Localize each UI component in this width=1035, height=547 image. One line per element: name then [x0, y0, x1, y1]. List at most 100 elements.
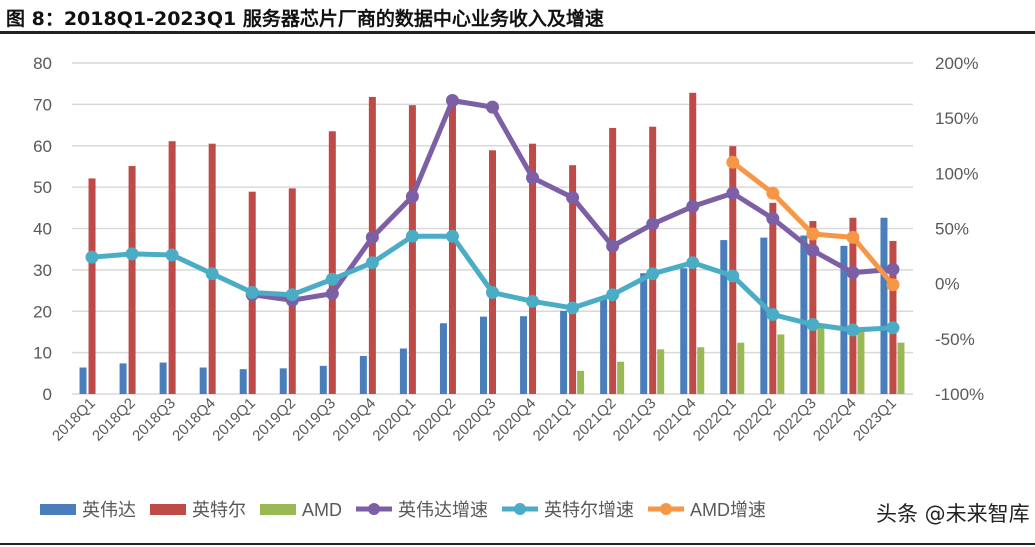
point-英特尔增速 [726, 269, 740, 283]
point-英伟达增速 [365, 230, 379, 244]
bar-英特尔 [448, 100, 456, 395]
x-tick-label: 2019Q4 [329, 395, 379, 445]
legend-swatch [40, 504, 76, 515]
x-tick-label: 2018Q4 [169, 395, 219, 445]
point-英特尔增速 [245, 285, 259, 299]
legend-swatch [260, 504, 296, 515]
bar-英伟达 [480, 316, 487, 394]
x-tick-label: 2021Q3 [610, 395, 660, 445]
point-英特尔增速 [165, 248, 179, 262]
x-tick-label: 2019Q1 [209, 395, 259, 445]
bar-英伟达 [279, 368, 287, 394]
point-英特尔增速 [205, 267, 219, 281]
point-AMD增速 [846, 230, 860, 244]
bar-英伟达 [319, 365, 327, 394]
x-tick-label: 2018Q1 [49, 395, 99, 445]
legend-label: AMD [302, 500, 342, 520]
point-英伟达增速 [606, 239, 620, 253]
y-right-tick-label: 150% [935, 109, 978, 128]
bar-英伟达 [800, 235, 808, 394]
bar-英特尔 [569, 165, 577, 394]
y-left-tick-label: 0 [43, 385, 52, 404]
point-AMD增速 [726, 155, 740, 169]
bottom-divider [0, 543, 1035, 545]
point-英特尔增速 [766, 308, 780, 322]
x-tick-label: 2021Q4 [650, 395, 700, 445]
x-tick-label: 2022Q2 [730, 395, 780, 445]
x-tick-label: 2019Q2 [249, 395, 299, 445]
bar-英伟达 [199, 367, 207, 394]
x-tick-label: 2020Q3 [450, 395, 500, 445]
point-AMD增速 [766, 186, 780, 200]
bar-英特尔 [649, 126, 657, 394]
bar-英伟达 [600, 299, 608, 394]
bar-英伟达 [760, 237, 768, 394]
bar-英伟达 [840, 245, 848, 394]
bar-英特尔 [168, 141, 176, 394]
bar-英特尔 [609, 127, 617, 395]
legend-label: 英伟达 [82, 500, 136, 520]
x-tick-label: 2020Q1 [369, 395, 419, 445]
point-英特尔增速 [325, 272, 339, 286]
y-right-tick-label: -50% [935, 330, 975, 349]
bar-英特尔 [889, 240, 897, 394]
point-英伟达增速 [646, 217, 660, 231]
x-tick-label: 2022Q3 [770, 395, 820, 445]
point-英特尔增速 [526, 294, 540, 308]
point-英特尔增速 [365, 256, 379, 270]
y-right-tick-label: 50% [935, 220, 969, 239]
point-英特尔增速 [405, 229, 419, 243]
point-英伟达增速 [886, 262, 900, 276]
bar-英特尔 [489, 150, 496, 394]
bar-AMD [737, 342, 745, 394]
bar-英特尔 [368, 96, 376, 395]
point-英伟达增速 [726, 186, 740, 200]
bar-英特尔 [809, 221, 817, 394]
y-left-tick-label: 80 [33, 54, 52, 73]
point-AMD增速 [806, 227, 820, 241]
legend-marker [660, 503, 672, 515]
bar-英伟达 [439, 323, 447, 394]
bar-英特尔 [128, 166, 136, 394]
bar-AMD [897, 342, 905, 394]
bar-英伟达 [239, 369, 247, 394]
point-英伟达增速 [526, 171, 540, 185]
bar-英伟达 [880, 217, 888, 394]
y-right-tick-label: 100% [935, 164, 978, 183]
y-right-tick-label: 0% [935, 275, 960, 294]
point-英特尔增速 [846, 323, 860, 337]
legend-marker [514, 503, 526, 515]
point-英特尔增速 [686, 256, 700, 270]
bar-AMD [657, 349, 665, 394]
bar-AMD [617, 361, 625, 394]
x-tick-label: 2021Q2 [570, 395, 620, 445]
x-tick-label: 2021Q1 [530, 395, 580, 445]
y-left-tick-label: 10 [33, 344, 52, 363]
bar-英伟达 [640, 273, 648, 394]
point-英伟达增速 [766, 212, 780, 226]
bar-英伟达 [79, 367, 87, 394]
bar-英特尔 [88, 178, 96, 394]
bar-英特尔 [529, 143, 537, 394]
legend-label: AMD增速 [690, 500, 766, 520]
bar-英伟达 [159, 362, 167, 394]
bar-英伟达 [119, 363, 127, 394]
title-divider [0, 31, 1035, 34]
point-AMD增速 [886, 278, 900, 292]
bar-英伟达 [680, 268, 688, 394]
point-英特尔增速 [125, 247, 139, 261]
point-英伟达增速 [806, 244, 820, 258]
point-英特尔增速 [566, 301, 580, 315]
x-tick-label: 2020Q2 [410, 395, 460, 445]
point-英伟达增速 [846, 266, 860, 280]
legend-label: 英特尔增速 [544, 500, 634, 520]
legend-marker [368, 503, 380, 515]
bar-AMD [817, 327, 825, 394]
bar-英伟达 [560, 310, 568, 394]
legend-label: 英伟达增速 [398, 500, 488, 520]
y-left-tick-label: 70 [33, 95, 52, 114]
point-英伟达增速 [686, 199, 700, 213]
point-英伟达增速 [405, 190, 419, 204]
bar-英特尔 [689, 92, 697, 394]
